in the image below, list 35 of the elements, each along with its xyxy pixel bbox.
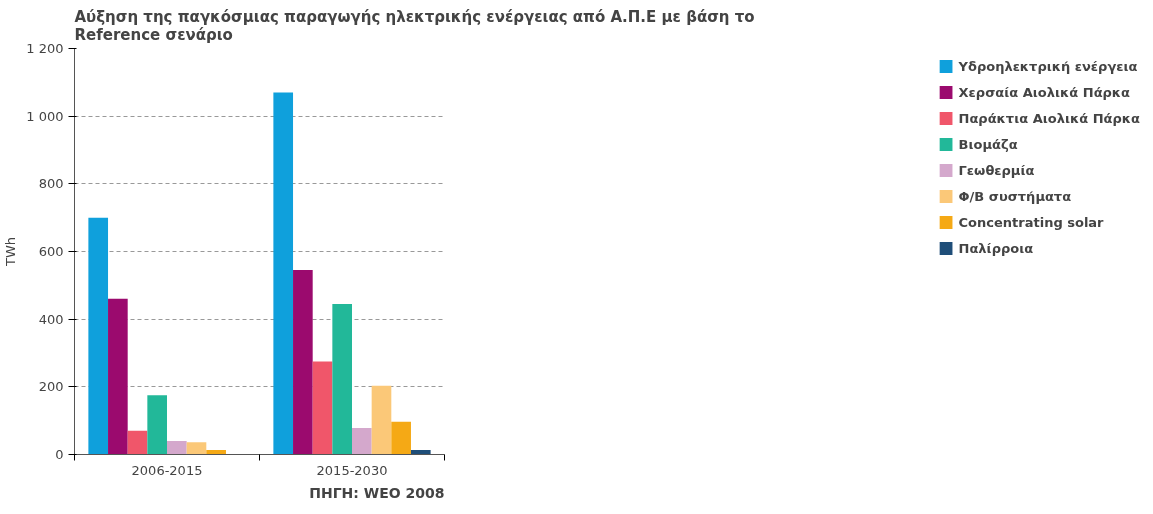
bar — [108, 298, 128, 455]
y-tick-label: 400 — [38, 311, 64, 327]
bar — [186, 442, 207, 455]
legend-label: Χερσαία Αιολικά Πάρκα — [958, 84, 1131, 100]
legend-label: Γεωθερμία — [958, 162, 1035, 178]
legend-label: Βιομάζα — [958, 136, 1018, 152]
text: ΠΗΓΗ: WEO 2008 — [309, 484, 445, 501]
legend-label: Υδροηλεκτρική ενέργεια — [958, 58, 1138, 74]
y-tick-label: 1 200 — [26, 41, 64, 56]
bar — [147, 395, 167, 455]
y-tick-label: 0 — [55, 447, 64, 462]
bar — [332, 303, 352, 455]
bar — [273, 92, 294, 455]
bar — [127, 430, 148, 455]
bar — [371, 385, 392, 455]
y-tick-label: 1 000 — [26, 108, 64, 124]
y-tick-label: 600 — [38, 244, 64, 259]
y-axis-title: TWh — [3, 236, 19, 268]
bar — [167, 440, 187, 455]
legend-label: Παλίρροια — [958, 240, 1034, 256]
bar — [352, 428, 372, 455]
y-tick-label: 800 — [38, 176, 64, 192]
legend-label: Concentrating solar — [958, 214, 1104, 230]
bar — [312, 361, 333, 455]
bar — [88, 217, 109, 455]
legend-label: Φ/Β συστήματα — [958, 188, 1072, 204]
bar — [206, 450, 226, 455]
legend-label: Παράκτια Αιολικά Πάρκα — [958, 110, 1140, 126]
bar — [410, 450, 431, 455]
chart-title: Αύξηση της παγκόσμιας παραγωγής ηλεκτρικής ενέργειας από Α.Π.Ε με βάση το Reference σενάριο — [74, 7, 755, 44]
y-tick-label: 200 — [38, 379, 64, 395]
x-tick-label: 2015-2030 — [316, 462, 388, 478]
x-tick-label: 2006-2015 — [131, 462, 203, 478]
bar — [391, 421, 411, 455]
bar — [293, 270, 313, 455]
